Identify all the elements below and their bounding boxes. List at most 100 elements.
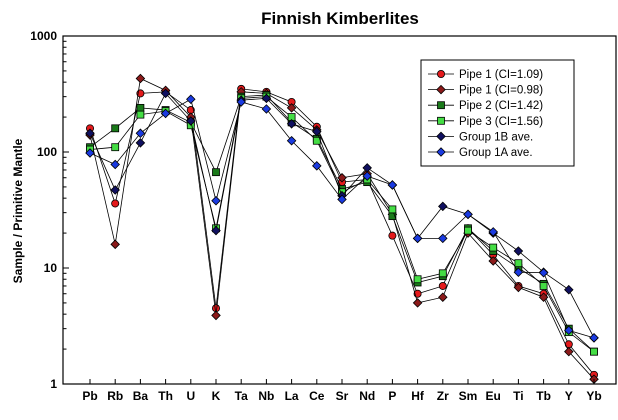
data-point	[590, 347, 598, 356]
x-tick-label-sm: Sm	[459, 389, 478, 403]
x-tick-label-y: Y	[565, 389, 573, 403]
legend-entry-5: Group 1B ave.	[459, 131, 533, 143]
data-point	[438, 269, 447, 278]
x-tick-label-th: Th	[158, 389, 173, 403]
data-point	[261, 104, 272, 114]
y-tick-label: 1	[50, 377, 57, 391]
data-point	[413, 275, 422, 284]
data-point	[186, 116, 196, 126]
x-tick-label-nb: Nb	[258, 389, 274, 403]
x-tick-label-u: U	[186, 389, 195, 403]
series-layer	[85, 73, 599, 384]
x-tick-label-zr: Zr	[437, 389, 449, 403]
data-point	[337, 172, 347, 183]
data-point	[286, 135, 297, 146]
legend-entry-1: Pipe 1 (CI=1.09)	[459, 69, 543, 81]
data-point	[514, 259, 523, 268]
data-point	[135, 138, 146, 148]
y-axis-label: Sample / Primitive Mantle	[11, 138, 25, 283]
data-point	[211, 225, 221, 236]
data-point	[212, 168, 220, 177]
data-point	[211, 310, 221, 321]
x-tick-label-hf: Hf	[411, 389, 425, 403]
data-point	[160, 88, 171, 99]
y-tick-label: 100	[37, 145, 57, 159]
data-point	[286, 119, 297, 129]
x-tick-label-ti: Ti	[513, 389, 523, 403]
legend: Pipe 1 (CI=1.09) Pipe 1 (CI=0.98) Pipe 2 (…	[420, 59, 575, 167]
data-point	[438, 233, 448, 244]
data-point	[438, 292, 448, 302]
data-point	[438, 281, 447, 290]
data-point	[538, 292, 549, 302]
data-point	[362, 171, 372, 181]
x-tick-label-ce: Ce	[309, 389, 325, 403]
data-point	[286, 103, 297, 113]
data-point	[160, 108, 171, 119]
x-tick-label-ta: Ta	[235, 389, 248, 403]
y-axis: 1 10 100 1000	[30, 29, 69, 391]
data-point	[337, 194, 347, 205]
data-point	[489, 243, 498, 252]
x-tick-label-sr: Sr	[336, 389, 349, 403]
data-point	[538, 267, 549, 278]
x-tick-label-yb: Yb	[586, 389, 601, 403]
legend-entry-3: Pipe 2 (CI=1.42)	[459, 100, 543, 112]
data-point	[111, 143, 120, 152]
data-point	[488, 256, 498, 266]
legend-marker	[436, 84, 446, 95]
data-point	[136, 103, 145, 112]
x-tick-label-pb: Pb	[82, 389, 97, 403]
data-point	[85, 148, 95, 158]
x-tick-label-k: K	[212, 389, 221, 403]
x-tick-label-p: P	[388, 389, 396, 403]
data-point	[186, 94, 196, 105]
data-point	[464, 226, 472, 235]
data-point	[110, 159, 120, 170]
legend-marker	[437, 116, 445, 125]
data-point	[539, 282, 548, 290]
x-tick-label-la: La	[285, 389, 299, 403]
data-point	[136, 110, 145, 119]
x-axis: Pb Rb Ba Th U K Ta Nb La Ce Sr Nd P Hf Zr Sm Eu Ti Tb Y Yb	[82, 379, 602, 403]
x-tick-label-tb: Tb	[536, 389, 551, 403]
legend-box	[420, 59, 575, 167]
legend-entry-4: Pipe 3 (CI=1.56)	[459, 116, 543, 128]
data-point	[135, 73, 146, 84]
data-point	[412, 298, 423, 308]
series-6	[85, 94, 599, 343]
legend-marker	[436, 147, 446, 157]
y-tick-label: 1000	[30, 29, 57, 43]
x-tick-label-rb: Rb	[107, 389, 123, 403]
data-point	[111, 124, 120, 133]
data-point	[211, 195, 221, 206]
data-point	[488, 227, 498, 237]
data-point	[85, 128, 95, 139]
legend-entry-6: Group 1A ave.	[459, 147, 533, 159]
data-point	[110, 239, 120, 250]
y-tick-label: 10	[44, 261, 58, 275]
x-tick-label-eu: Eu	[486, 389, 501, 403]
data-point	[564, 325, 574, 336]
data-point	[388, 205, 397, 214]
legend-entry-2: Pipe 1 (CI=0.98)	[459, 85, 543, 97]
data-point	[513, 282, 524, 293]
legend-marker	[437, 101, 445, 110]
data-point	[387, 180, 398, 190]
data-point	[135, 128, 146, 139]
x-tick-label-nd: Nd	[359, 389, 375, 403]
data-point	[463, 209, 473, 220]
data-point	[589, 333, 599, 343]
legend-marker	[436, 70, 445, 79]
data-point	[513, 267, 524, 277]
data-point	[564, 284, 574, 295]
plot-area	[62, 35, 617, 385]
legend-marker	[436, 131, 446, 142]
data-point	[236, 97, 246, 107]
chart-title: Finnish Kimberlites	[261, 9, 419, 28]
data-point	[513, 246, 524, 256]
data-point	[564, 346, 574, 357]
x-tick-label-ba: Ba	[133, 389, 149, 403]
data-point	[312, 161, 322, 171]
